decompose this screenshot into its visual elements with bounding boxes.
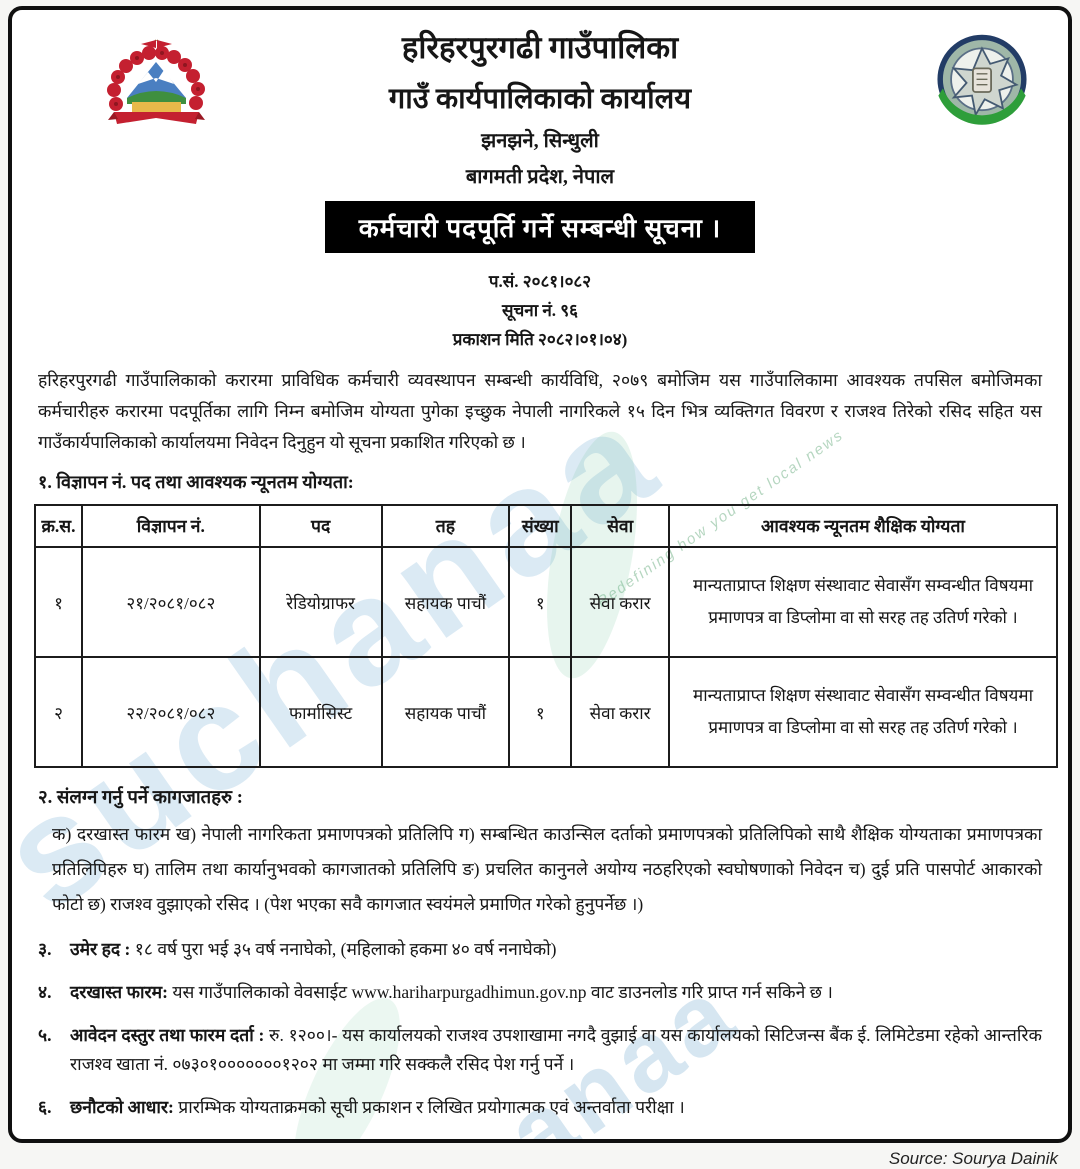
list-item-exam-date: ७. परिक्षा मिति : गाउँपालिकाबाट पछि तय ग… bbox=[38, 1136, 1042, 1139]
col-advert-no: विज्ञापन नं. bbox=[80, 504, 261, 549]
cell-post: रेडियोग्राफर bbox=[258, 546, 383, 659]
address-line-1: झनझने, सिन्धुली bbox=[481, 130, 599, 152]
cell-qualification: मान्यताप्राप्त शिक्षण संस्थावाट सेवासँग … bbox=[668, 656, 1058, 769]
cell-level: सहायक पाचौं bbox=[380, 546, 511, 659]
documents-list-text: क) दरखास्त फारम ख) नेपाली नागरिकता प्रमा… bbox=[52, 824, 1042, 915]
notice-number: सूचना नं. ९६ bbox=[502, 301, 578, 321]
reference-number: प.सं. २०८१।०८२ bbox=[488, 272, 592, 291]
cell-advert-no: २१/२०८१/०८२ bbox=[80, 546, 261, 659]
cell-count: १ bbox=[508, 656, 573, 769]
cell-count: १ bbox=[508, 546, 573, 659]
list-item-selection-basis: ६. छनौटको आधार: प्रारम्भिक योग्यताक्रमको… bbox=[38, 1097, 685, 1118]
vacancy-section-heading: १. विज्ञापन नं. पद तथा आवश्यक न्यूनतम यो… bbox=[38, 472, 354, 493]
cell-post: फार्मासिस्ट bbox=[258, 656, 383, 769]
notice-header: हरिहरपुरगढी गाउँपालिका गाउँ कार्यपालिकाक… bbox=[34, 26, 1046, 355]
notice-subject-banner: कर्मचारी पदपूर्ति गर्ने सम्बन्धी सूचना । bbox=[324, 201, 756, 253]
col-serial: क्र.स. bbox=[34, 504, 83, 549]
table-row: १ २१/२०८१/०८२ रेडियोग्राफर सहायक पाचौं १… bbox=[34, 546, 1058, 659]
col-qualification: आवश्यक न्यूनतम शैक्षिक योग्यता bbox=[668, 504, 1058, 549]
address-line-2: बागमती प्रदेश, नेपाल bbox=[465, 166, 615, 188]
publish-date: प्रकाशन मिति २०८२।०१।०४) bbox=[452, 330, 628, 350]
cell-service: सेवा करार bbox=[570, 546, 671, 659]
vacancy-table: क्र.स. विज्ञापन नं. पद तह संख्या सेवा आव… bbox=[34, 504, 1058, 769]
office-title: गाउँ कार्यपालिकाको कार्यालय bbox=[388, 83, 692, 115]
municipality-logo bbox=[937, 34, 1027, 125]
list-item-fee: ५. आवेदन दस्तुर तथा फारम दर्ता : रु. १२०… bbox=[38, 1024, 1042, 1075]
nepal-government-emblem-logo bbox=[107, 39, 205, 124]
cell-advert-no: २२/२०८१/०८२ bbox=[80, 656, 261, 769]
documents-section-heading: २. संलग्न गर्नु पर्ने कागजातहरु : bbox=[38, 788, 243, 809]
cell-serial: २ bbox=[34, 656, 83, 769]
col-level: तह bbox=[380, 504, 511, 549]
col-post: पद bbox=[258, 504, 383, 549]
col-count: संख्या bbox=[508, 504, 573, 549]
cell-service: सेवा करार bbox=[570, 656, 671, 769]
cell-serial: १ bbox=[34, 546, 83, 659]
intro-paragraph: हरिहरपुरगढी गाउँपालिकाको करारमा प्राविधि… bbox=[38, 369, 1042, 452]
col-service: सेवा bbox=[570, 504, 671, 549]
municipality-title: हरिहरपुरगढी गाउँपालिका bbox=[401, 30, 679, 65]
notice-items-list: ३. उमेर हद : १८ वर्ष पुरा भई ३५ वर्ष नना… bbox=[38, 935, 1042, 1139]
table-row: २ २२/२०८१/०८२ फार्मासिस्ट सहायक पाचौं १ … bbox=[34, 656, 1058, 769]
cell-qualification: मान्यताप्राप्त शिक्षण संस्थावाट सेवासँग … bbox=[668, 546, 1058, 659]
cell-level: सहायक पाचौं bbox=[380, 656, 511, 769]
source-credit: Source: Sourya Dainik bbox=[888, 1149, 1058, 1168]
table-header-row: क्र.स. विज्ञापन नं. पद तह संख्या सेवा आव… bbox=[34, 504, 1058, 549]
notice-document-frame: suchanaa suchanaa Redefining how you get… bbox=[8, 6, 1072, 1143]
list-item-application-form: ४. दरखास्त फारम: यस गाउँपालिकाको वेवसाईट… bbox=[38, 981, 833, 1002]
list-item-age-limit: ३. उमेर हद : १८ वर्ष पुरा भई ३५ वर्ष नना… bbox=[38, 939, 557, 960]
